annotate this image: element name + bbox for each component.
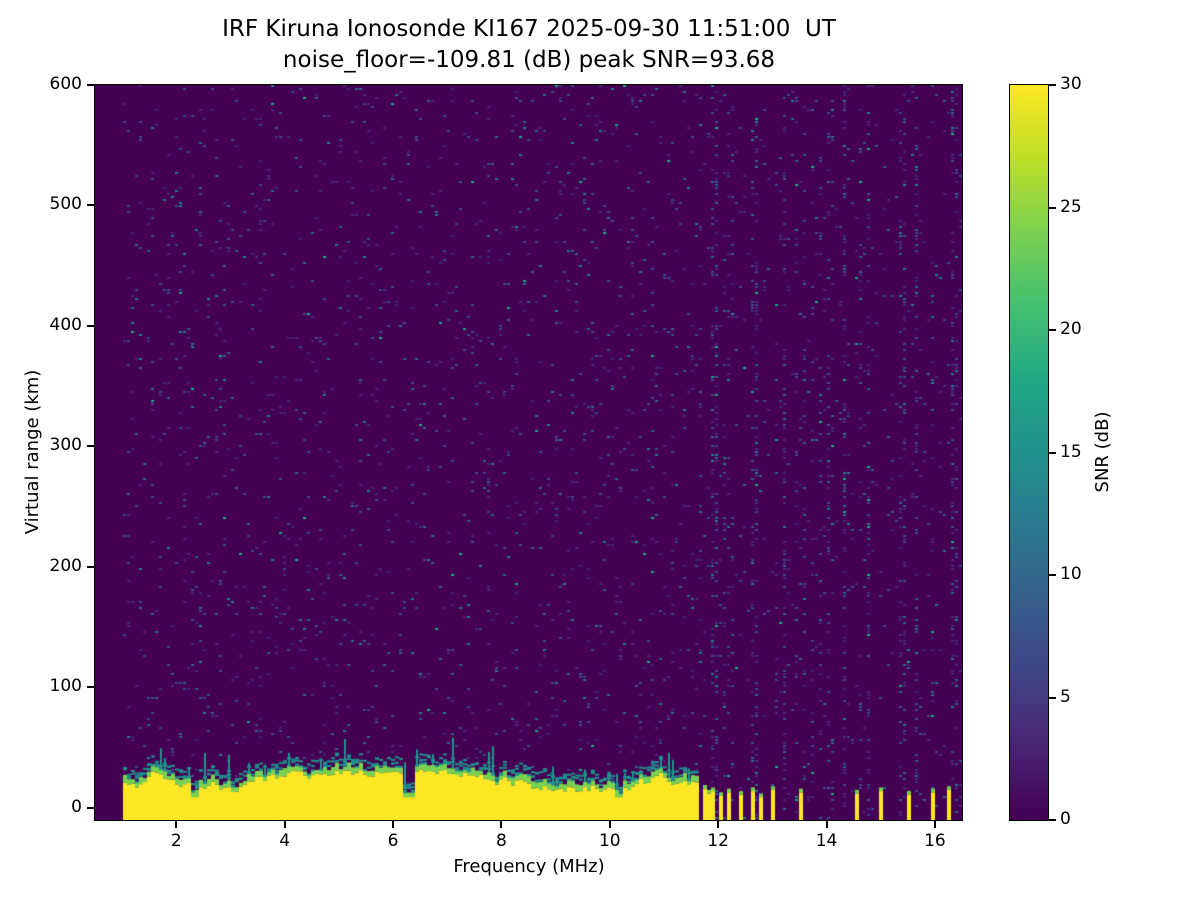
colorbar-tick-mark (1049, 329, 1056, 331)
y-tick-label: 500 (49, 194, 82, 215)
colorbar-tick-mark (1049, 819, 1056, 821)
y-tick-mark (87, 686, 94, 689)
x-tick-mark (825, 821, 828, 828)
colorbar-tick-mark (1049, 574, 1056, 576)
y-tick-label: 600 (49, 74, 82, 94)
y-tick-label: 100 (49, 676, 82, 697)
x-tick-label: 4 (279, 831, 291, 851)
y-tick-mark (87, 565, 94, 568)
y-tick-mark (87, 445, 94, 448)
y-tick-label: 400 (49, 314, 82, 335)
y-tick-label: 200 (49, 555, 82, 576)
y-tick-label: 0 (71, 796, 82, 817)
x-tick-mark (175, 821, 178, 828)
chart-title: IRF Kiruna Ionosonde KI167 2025-09-30 11… (222, 16, 836, 42)
colorbar-tick-mark (1049, 696, 1056, 699)
x-tick-label: 16 (924, 831, 946, 851)
x-tick-label: 14 (815, 831, 838, 851)
x-tick-label: 6 (387, 831, 399, 851)
x-tick-mark (608, 821, 611, 828)
y-tick-mark (87, 324, 94, 327)
x-tick-mark (500, 821, 503, 828)
colorbar-tick-mark (1049, 84, 1056, 86)
x-tick-label: 8 (495, 831, 507, 851)
x-tick-mark (283, 821, 286, 828)
colorbar-tick-label: 15 (1060, 441, 1082, 462)
x-tick-mark (933, 821, 936, 828)
ionogram-heatmap (95, 85, 962, 820)
x-tick-label: 2 (170, 831, 182, 851)
colorbar-label: SNR (dB) (1092, 411, 1113, 493)
y-tick-mark (87, 204, 94, 207)
x-tick-mark (717, 821, 720, 828)
y-tick-label: 300 (49, 435, 82, 456)
x-tick-label: 12 (707, 831, 729, 851)
colorbar-tick-label: 30 (1060, 74, 1082, 94)
chart-subtitle: noise_floor=-109.81 (dB) peak SNR=93.68 (282, 47, 776, 73)
colorbar-tick-label: 5 (1060, 686, 1071, 707)
x-axis-label: Frequency (MHz) (453, 856, 605, 877)
x-tick-mark (392, 821, 395, 828)
y-axis-label: Virtual range (km) (22, 369, 43, 535)
y-tick-mark (87, 84, 94, 86)
colorbar-tick-label: 25 (1060, 196, 1082, 217)
y-tick-mark (87, 806, 94, 809)
colorbar-tick-mark (1049, 206, 1056, 209)
x-tick-label: 10 (598, 831, 621, 851)
colorbar-tick-mark (1049, 451, 1056, 454)
heatmap-plot-area (94, 84, 963, 821)
chart-title-block: IRF Kiruna Ionosonde KI167 2025-09-30 11… (95, 14, 963, 76)
colorbar-tick-label: 20 (1060, 319, 1082, 339)
colorbar-tick-label: 10 (1060, 564, 1082, 584)
colorbar-tick-label: 0 (1060, 809, 1071, 829)
colorbar (1009, 84, 1049, 821)
